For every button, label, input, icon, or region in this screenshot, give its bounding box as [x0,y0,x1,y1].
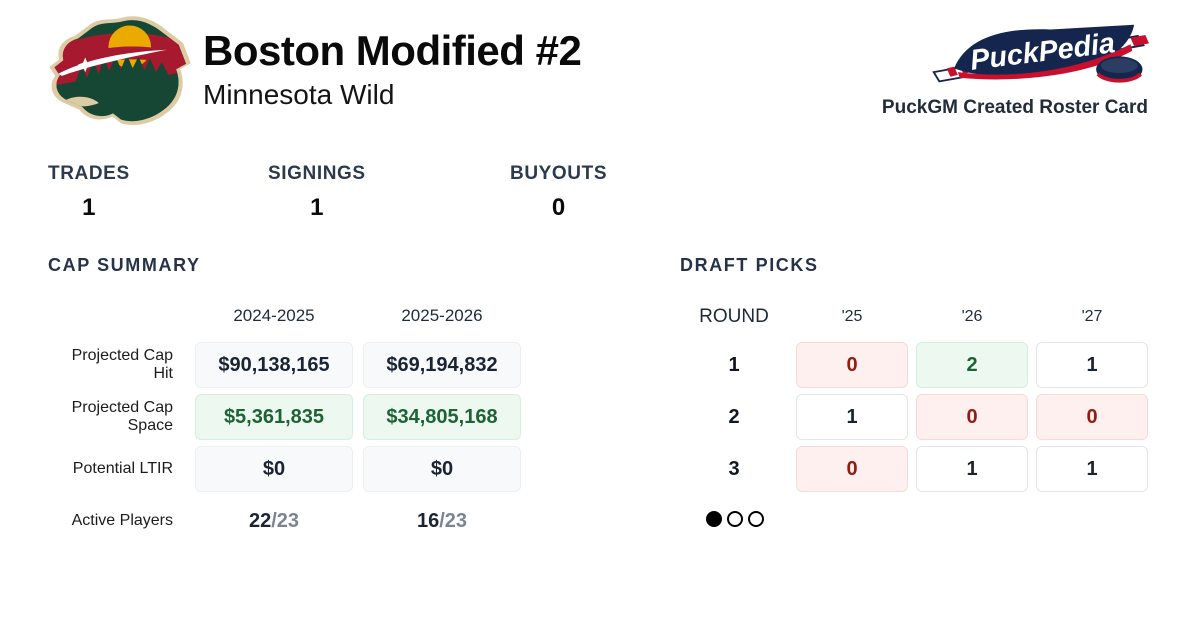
cap-space-value: $34,805,168 [363,394,521,440]
ltir-value: $0 [363,446,521,492]
stat-value: 1 [82,194,96,221]
year-header: '26 [961,308,983,325]
players-current: 22 [248,509,272,532]
stat-signings: SIGNINGS 1 [268,163,366,222]
players-max: /23 [271,509,300,532]
wild-logo-svg [49,16,191,125]
pagination-dot[interactable] [748,511,764,527]
pick-count: 1 [796,394,908,440]
stat-value: 0 [551,194,566,221]
stat-value: 1 [310,194,324,221]
row-label-cap-hit: Projected Cap Hit [71,347,173,382]
pick-count: 1 [916,446,1028,492]
title-block: Boston Modified #2 Minnesota Wild [203,27,582,111]
ltir-value: $0 [195,446,353,492]
minnesota-wild-logo [46,10,198,132]
round-number: 1 [728,353,740,376]
season-header: 2025-2026 [401,306,483,325]
pick-count: 2 [916,342,1028,388]
pagination-dot[interactable] [706,511,722,527]
puckpedia-logo-svg: PuckPedia [932,24,1150,83]
row-label-cap-space: Projected Cap Space [71,399,173,434]
round-header: ROUND [699,306,769,327]
pagination-dots [706,511,764,527]
draft-picks-table: ROUND '25 '26 '27 1 0 2 1 2 1 0 0 3 0 1 … [680,290,1148,492]
brand-caption: PuckGM Created Roster Card [881,97,1148,118]
cap-hit-value: $69,194,832 [363,342,521,388]
stat-label: TRADES [48,163,130,184]
stats-row: TRADES 1 SIGNINGS 1 BUYOUTS 0 [48,163,648,223]
pick-count: 0 [1036,394,1148,440]
page-title: Boston Modified #2 [203,27,582,74]
pick-count: 0 [916,394,1028,440]
stat-label: BUYOUTS [510,163,608,184]
players-max: /23 [439,509,468,532]
stat-trades: TRADES 1 [48,163,130,222]
cap-hit-value: $90,138,165 [195,342,353,388]
pick-count: 1 [1036,446,1148,492]
stat-label: SIGNINGS [268,163,366,184]
season-header: 2024-2025 [233,306,315,325]
cap-summary-section: CAP SUMMARY 2024-2025 2025-2026 Projecte… [48,255,521,544]
round-number: 3 [728,457,740,480]
active-players-value: 16/23 [363,510,521,533]
players-current: 16 [416,509,440,532]
year-header: '25 [841,308,863,325]
draft-picks-section: DRAFT PICKS ROUND '25 '26 '27 1 0 2 1 2 … [680,255,1148,527]
year-header: '27 [1081,308,1103,325]
row-label-ltir: Potential LTIR [72,460,173,477]
stat-buyouts: BUYOUTS 0 [510,163,607,222]
draft-picks-title: DRAFT PICKS [680,255,819,275]
cap-summary-title: CAP SUMMARY [48,255,201,275]
pick-count: 0 [796,342,908,388]
round-number: 2 [728,405,740,428]
pick-count: 0 [796,446,908,492]
pick-count: 1 [1036,342,1148,388]
team-name: Minnesota Wild [203,79,395,111]
puckpedia-logo: PuckPedia [930,20,1162,92]
pagination-dot[interactable] [727,511,743,527]
active-players-value: 22/23 [195,510,353,533]
cap-summary-table: 2024-2025 2025-2026 Projected Cap Hit $9… [48,290,521,544]
row-label-active-players: Active Players [71,512,173,529]
cap-space-value: $5,361,835 [195,394,353,440]
